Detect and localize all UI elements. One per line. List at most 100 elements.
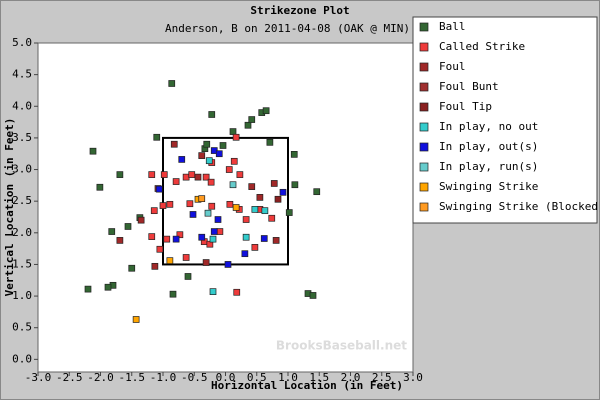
point — [155, 185, 163, 193]
point — [268, 214, 276, 222]
point — [159, 202, 167, 209]
point — [210, 228, 218, 235]
legend-label: Swinging Strike (Blocked) — [439, 200, 600, 213]
point — [198, 152, 206, 159]
y-tick-label: 3.0 — [12, 163, 32, 176]
point — [248, 116, 256, 123]
y-tick-label: 2.5 — [12, 194, 32, 207]
x-tick-label: 1.0 — [278, 371, 298, 384]
point — [168, 80, 176, 87]
x-tick-label: 1.5 — [309, 371, 329, 384]
legend-label: In play, no out — [439, 120, 538, 133]
point — [207, 178, 215, 186]
point — [169, 290, 177, 298]
point — [203, 140, 211, 148]
plot-background — [37, 42, 414, 373]
point — [224, 261, 232, 268]
point — [182, 173, 190, 181]
point — [216, 228, 224, 235]
point — [189, 211, 197, 218]
x-tick-label: 2.0 — [341, 371, 361, 384]
point — [176, 231, 184, 239]
x-tick-label: -1.0 — [150, 371, 177, 384]
point — [262, 107, 270, 115]
point — [309, 292, 317, 299]
point — [232, 133, 240, 141]
point — [313, 188, 321, 196]
x-tick-label: 0.0 — [216, 371, 236, 384]
point — [225, 166, 233, 173]
point — [244, 121, 252, 129]
point — [215, 150, 223, 158]
point — [248, 183, 256, 190]
point — [229, 128, 237, 135]
point — [124, 223, 132, 230]
point — [260, 235, 268, 242]
y-axis-label: Vertical Location (in Feet) — [3, 118, 16, 297]
point — [188, 171, 196, 178]
point — [202, 173, 210, 181]
legend-label: Swinging Strike — [439, 180, 538, 193]
point — [172, 178, 180, 185]
chart-title: Strikezone Plot — [250, 4, 349, 17]
point — [150, 207, 158, 215]
point — [208, 111, 216, 118]
x-tick-label: 0.5 — [247, 371, 267, 384]
point — [153, 133, 161, 141]
point — [128, 264, 136, 272]
legend-swatch — [419, 142, 429, 152]
plot-area: BrooksBaseball.net — [37, 42, 414, 373]
point — [290, 151, 298, 158]
x-axis-label: Horizontal Location (in Feet) — [211, 379, 403, 392]
point — [151, 262, 159, 270]
point — [148, 233, 156, 240]
y-tick-label: 4.5 — [12, 68, 32, 81]
point — [242, 233, 250, 241]
point — [198, 195, 206, 202]
point — [209, 288, 217, 295]
point — [194, 173, 202, 181]
point — [261, 207, 269, 215]
y-tick-label: 0.0 — [12, 352, 32, 365]
point — [209, 235, 217, 243]
point — [89, 147, 97, 155]
legend-swatch — [419, 162, 429, 172]
point — [233, 288, 241, 296]
point — [184, 273, 192, 280]
x-tick-label: 2.5 — [372, 371, 392, 384]
legend-swatch — [419, 22, 429, 32]
point — [166, 257, 174, 264]
point — [236, 171, 244, 178]
point — [251, 244, 259, 251]
point — [148, 171, 156, 178]
point — [291, 181, 299, 189]
point — [232, 204, 240, 211]
legend-swatch — [419, 82, 429, 92]
x-tick-label: -3.0 — [25, 371, 52, 384]
point — [166, 200, 174, 208]
y-tick-label: 0.5 — [12, 321, 32, 334]
point — [198, 233, 206, 241]
point — [163, 235, 171, 243]
point — [205, 157, 213, 165]
x-tick-label: -2.0 — [87, 371, 114, 384]
point — [202, 259, 210, 266]
point — [226, 200, 234, 208]
chart-subtitle: Anderson, B on 2011-04-08 (OAK @ MIN) — [165, 22, 410, 35]
point — [230, 157, 238, 165]
legend-label: Ball — [439, 20, 466, 33]
point — [285, 209, 293, 216]
legend-swatch — [419, 42, 429, 52]
point — [204, 209, 212, 217]
point — [186, 200, 194, 208]
point — [116, 237, 124, 244]
point — [256, 194, 264, 201]
watermark: BrooksBaseball.net — [276, 339, 407, 353]
legend-swatch — [419, 62, 429, 72]
point — [137, 216, 145, 224]
point — [274, 195, 282, 203]
point — [182, 254, 190, 261]
legend-swatch — [419, 102, 429, 112]
point — [241, 250, 249, 258]
